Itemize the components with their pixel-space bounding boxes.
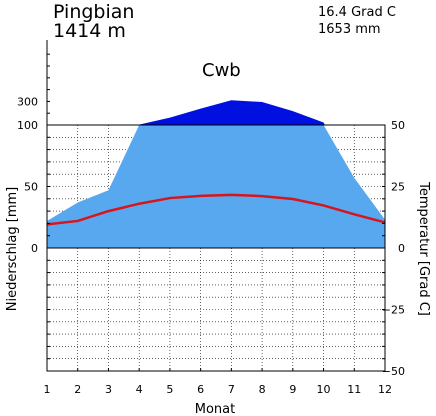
- precipitation-area: [47, 125, 385, 248]
- x-tick-label: 2: [74, 383, 81, 396]
- y-tick-label-right: 25: [391, 181, 405, 194]
- y-tick-label-right: 50: [391, 119, 405, 132]
- x-tick-label: 3: [105, 383, 112, 396]
- y-tick-label-right: −25: [382, 304, 405, 317]
- y-axis-label-right: Temperatur [Grad C]: [416, 181, 431, 316]
- x-tick-label: 7: [228, 383, 235, 396]
- x-tick-label: 10: [317, 383, 331, 396]
- climate-classification: Cwb: [202, 60, 241, 81]
- x-tick-label: 11: [347, 383, 361, 396]
- station-name: Pingbian: [53, 1, 135, 23]
- x-tick-label: 12: [378, 383, 392, 396]
- x-tick-label: 8: [259, 383, 266, 396]
- x-axis-label: Monat: [195, 402, 235, 416]
- x-tick-label: 4: [136, 383, 143, 396]
- precipitation-excess-area: [139, 100, 325, 125]
- axes: [46, 40, 386, 372]
- temperature-line: [46, 193, 386, 226]
- x-tick-label: 9: [289, 383, 296, 396]
- y-tick-label-left: 50: [24, 181, 38, 194]
- y-axis-label-left: Niederschlag [mm]: [5, 187, 20, 312]
- x-tick-label: 5: [166, 383, 173, 396]
- mean-temperature: 16.4 Grad C: [318, 5, 396, 20]
- x-tick-label: 6: [197, 383, 204, 396]
- x-tick-label: 1: [44, 383, 51, 396]
- y-tick-label-right: −50: [382, 365, 405, 378]
- y-tick-label-left: 0: [31, 242, 38, 255]
- y-tick-label-left: 100: [17, 119, 38, 132]
- station-elevation: 1414 m: [53, 20, 126, 42]
- y-tick-label-right: 0: [398, 242, 405, 255]
- annual-precipitation: 1653 mm: [318, 22, 381, 37]
- y-tick-label-left: 300: [17, 95, 38, 108]
